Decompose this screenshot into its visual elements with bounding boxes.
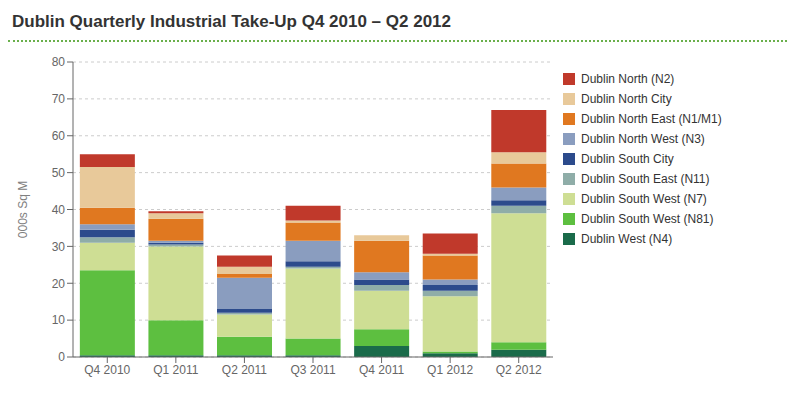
html-text:Dublin North West (N3): Dublin North West (N3) — [581, 132, 705, 146]
svg-text:Q3 2011: Q3 2011 — [290, 363, 335, 377]
html-text:Dublin North East (N1/M1): Dublin North East (N1/M1) — [581, 112, 722, 126]
html-text:Dublin South East (N11): Dublin South East (N11) — [581, 172, 710, 186]
html-text:Dublin West (N4): Dublin West (N4) — [581, 232, 673, 246]
svg-text:Q4 2010: Q4 2010 — [84, 363, 130, 377]
svg-text:Q4 2011: Q4 2011 — [359, 363, 404, 377]
svg-text:000s Sq M: 000s Sq M — [16, 181, 30, 238]
svg-text:0: 0 — [58, 350, 65, 364]
html-text:Dublin South West (N7): Dublin South West (N7) — [581, 192, 707, 206]
svg-text:70: 70 — [52, 92, 66, 106]
svg-text:60: 60 — [52, 129, 66, 143]
svg-text:80: 80 — [52, 55, 66, 69]
svg-text:Q2 2012: Q2 2012 — [496, 363, 542, 377]
svg-text:40: 40 — [52, 203, 66, 217]
html-text:Dublin South City: Dublin South City — [581, 152, 674, 166]
html-text:Dublin North (N2): Dublin North (N2) — [581, 72, 675, 86]
html-text:Dublin South West (N81): Dublin South West (N81) — [581, 212, 714, 226]
svg-text:Q1 2011: Q1 2011 — [153, 363, 198, 377]
svg-text:20: 20 — [52, 277, 66, 291]
svg-text:10: 10 — [52, 313, 66, 327]
svg-text:50: 50 — [52, 166, 66, 180]
html-text:Dublin Quarterly Industrial Ta: Dublin Quarterly Industrial Take-Up Q4 2… — [12, 12, 451, 31]
svg-text:Q2 2011: Q2 2011 — [222, 363, 267, 377]
html-text:Dublin North City: Dublin North City — [581, 92, 672, 106]
svg-text:30: 30 — [52, 240, 66, 254]
svg-text:Q1 2012: Q1 2012 — [427, 363, 473, 377]
